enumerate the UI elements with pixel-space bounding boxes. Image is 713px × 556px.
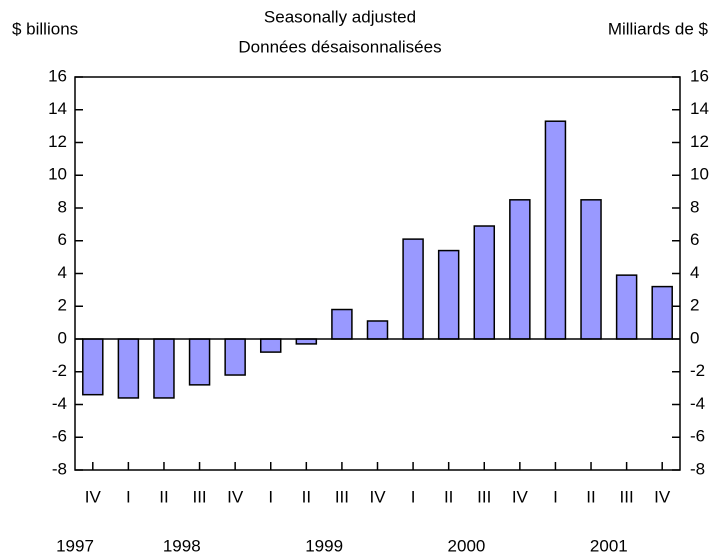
y-tick-label: 16 [48, 66, 67, 85]
y2-tick-label: 14 [690, 99, 709, 118]
y-tick-label: -2 [52, 361, 67, 380]
bar [437, 249, 460, 340]
year-label: 1998 [163, 536, 201, 555]
bar [544, 120, 567, 340]
y-tick-label: 10 [48, 165, 67, 184]
x-tick-label: II [586, 487, 595, 506]
y2-tick-label: 16 [690, 66, 709, 85]
x-tick-label: I [553, 487, 558, 506]
x-tick-label: III [477, 487, 491, 506]
y-tick-label: 8 [58, 197, 67, 216]
chart-title: Seasonally adjusted [264, 7, 416, 26]
x-tick-label: II [159, 487, 168, 506]
bar [188, 338, 211, 386]
x-tick-label: II [444, 487, 453, 506]
x-tick-label: IV [85, 487, 102, 506]
y-tick-label: 4 [58, 263, 67, 282]
y-tick-label: -8 [52, 459, 67, 478]
bar [82, 338, 104, 396]
x-tick-label: III [192, 487, 206, 506]
y2-tick-label: -6 [690, 427, 705, 446]
bar [224, 338, 246, 376]
y2-tick-label: -8 [690, 459, 705, 478]
bar [117, 338, 140, 399]
x-tick-label: IV [654, 487, 671, 506]
chart-subtitle: Données désaisonnalisées [238, 37, 441, 56]
y-axis-label: $ billions [12, 19, 78, 38]
year-label: 2000 [448, 536, 486, 555]
x-tick-label: III [620, 487, 634, 506]
year-label: 1997 [56, 536, 94, 555]
y2-tick-label: 4 [690, 263, 699, 282]
bar [331, 308, 353, 340]
x-tick-label: III [335, 487, 349, 506]
y-tick-label: 12 [48, 132, 67, 151]
x-tick-label: IV [227, 487, 244, 506]
y2-tick-label: 10 [690, 165, 709, 184]
y2-tick-label: -2 [690, 361, 705, 380]
bar [153, 338, 175, 399]
y-tick-label: 2 [58, 296, 67, 315]
bar [259, 338, 282, 353]
x-tick-label: IV [512, 487, 529, 506]
y-tick-label: 0 [58, 328, 67, 347]
x-tick-label: I [268, 487, 273, 506]
y2-tick-label: 6 [690, 230, 699, 249]
x-tick-label: IV [369, 487, 386, 506]
year-label: 1999 [305, 536, 343, 555]
y-tick-label: 6 [58, 230, 67, 249]
x-tick-label: II [302, 487, 311, 506]
x-tick-label: I [126, 487, 131, 506]
bar [580, 199, 602, 340]
y2-tick-label: 12 [690, 132, 709, 151]
y2-tick-label: 8 [690, 197, 699, 216]
year-label: 2001 [590, 536, 628, 555]
y2-tick-label: 0 [690, 328, 699, 347]
y-tick-label: -4 [52, 394, 67, 413]
bar [402, 238, 424, 340]
bar [509, 199, 531, 340]
y-tick-label: -6 [52, 427, 67, 446]
y2-tick-label: -4 [690, 394, 705, 413]
bar [651, 285, 673, 340]
y2-tick-label: 2 [690, 296, 699, 315]
y-tick-label: 14 [48, 99, 67, 118]
x-tick-label: I [411, 487, 416, 506]
bar [366, 320, 389, 340]
bar [473, 225, 496, 340]
bar [615, 274, 638, 340]
y2-axis-label: Milliards de $ [608, 19, 709, 38]
